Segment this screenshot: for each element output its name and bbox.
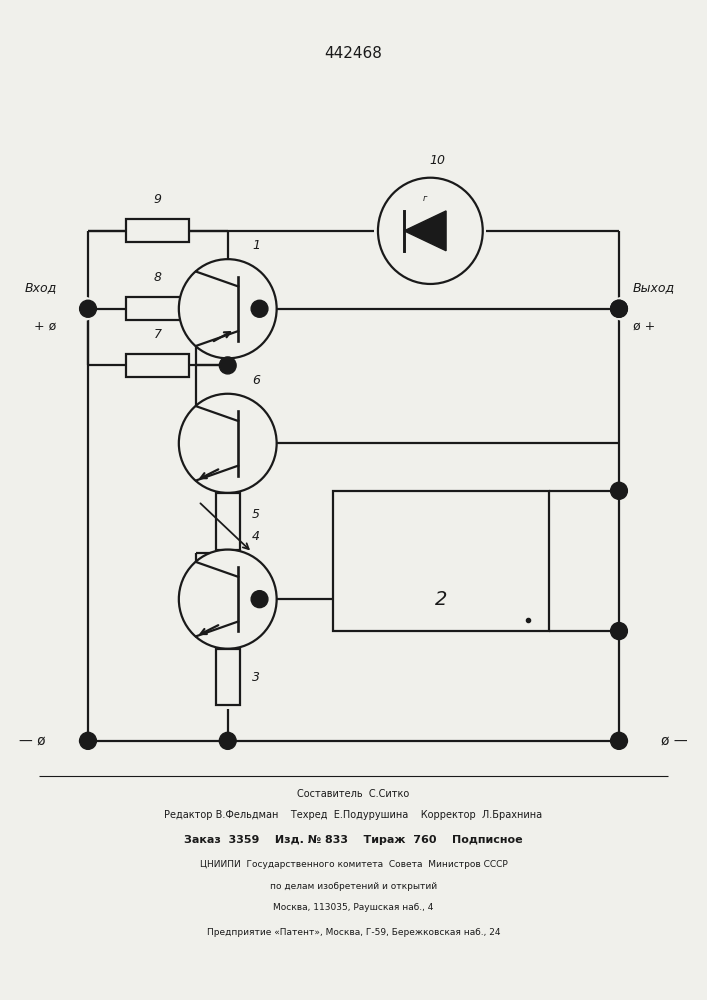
Text: ø —: ø — (661, 734, 687, 748)
Text: 6: 6 (252, 374, 260, 387)
Circle shape (611, 482, 627, 499)
Bar (127, 354, 189, 377)
Text: 9: 9 (154, 193, 162, 206)
Bar (127, 219, 189, 242)
Circle shape (378, 178, 483, 284)
Text: 7: 7 (154, 328, 162, 341)
Text: Редактор В.Фельдман    Техред  Е.Подурушина    Корректор  Л.Брахнина: Редактор В.Фельдман Техред Е.Подурушина … (165, 810, 542, 820)
Text: 8: 8 (154, 271, 162, 284)
Text: Вход: Вход (24, 282, 57, 295)
Bar (216, 493, 240, 550)
Circle shape (74, 298, 95, 319)
Text: 5: 5 (252, 508, 260, 521)
Text: 442468: 442468 (325, 46, 382, 61)
Circle shape (57, 730, 78, 751)
Circle shape (611, 300, 627, 317)
Text: ø +: ø + (633, 319, 655, 332)
Text: 2: 2 (435, 590, 447, 609)
Text: 3: 3 (252, 671, 260, 684)
Bar (216, 649, 240, 705)
Text: Выход: Выход (633, 282, 675, 295)
Text: г: г (423, 194, 427, 203)
Text: Заказ  3359    Изд. № 833    Тираж  760    Подписное: Заказ 3359 Изд. № 833 Тираж 760 Подписно… (185, 835, 522, 845)
Circle shape (80, 732, 96, 749)
Circle shape (219, 357, 236, 374)
Bar (332, 491, 549, 631)
Circle shape (179, 259, 276, 358)
Text: Составитель  С.Ситко: Составитель С.Ситко (298, 789, 409, 799)
Circle shape (179, 394, 276, 493)
Text: + ø: + ø (35, 319, 57, 332)
Circle shape (611, 623, 627, 640)
Text: Москва, 113035, Раушская наб., 4: Москва, 113035, Раушская наб., 4 (274, 903, 433, 912)
Circle shape (629, 730, 650, 751)
Circle shape (611, 300, 627, 317)
Circle shape (611, 732, 627, 749)
Text: 1: 1 (252, 239, 260, 252)
Circle shape (179, 550, 276, 649)
Text: 4: 4 (252, 530, 260, 542)
Circle shape (622, 298, 643, 319)
Text: по делам изобретений и открытий: по делам изобретений и открытий (270, 882, 437, 891)
Bar (127, 297, 189, 320)
Polygon shape (404, 211, 446, 251)
Text: ЦНИИПИ  Государственного комитета  Совета  Министров СССР: ЦНИИПИ Государственного комитета Совета … (199, 860, 508, 869)
Circle shape (80, 300, 96, 317)
Circle shape (219, 732, 236, 749)
Circle shape (251, 300, 268, 317)
Text: — ø: — ø (20, 734, 46, 748)
Text: 10: 10 (429, 154, 445, 167)
Text: Предприятие «Патент», Москва, Г-59, Бережковская наб., 24: Предприятие «Патент», Москва, Г-59, Бере… (206, 928, 501, 937)
Circle shape (612, 298, 633, 319)
Circle shape (251, 591, 268, 608)
